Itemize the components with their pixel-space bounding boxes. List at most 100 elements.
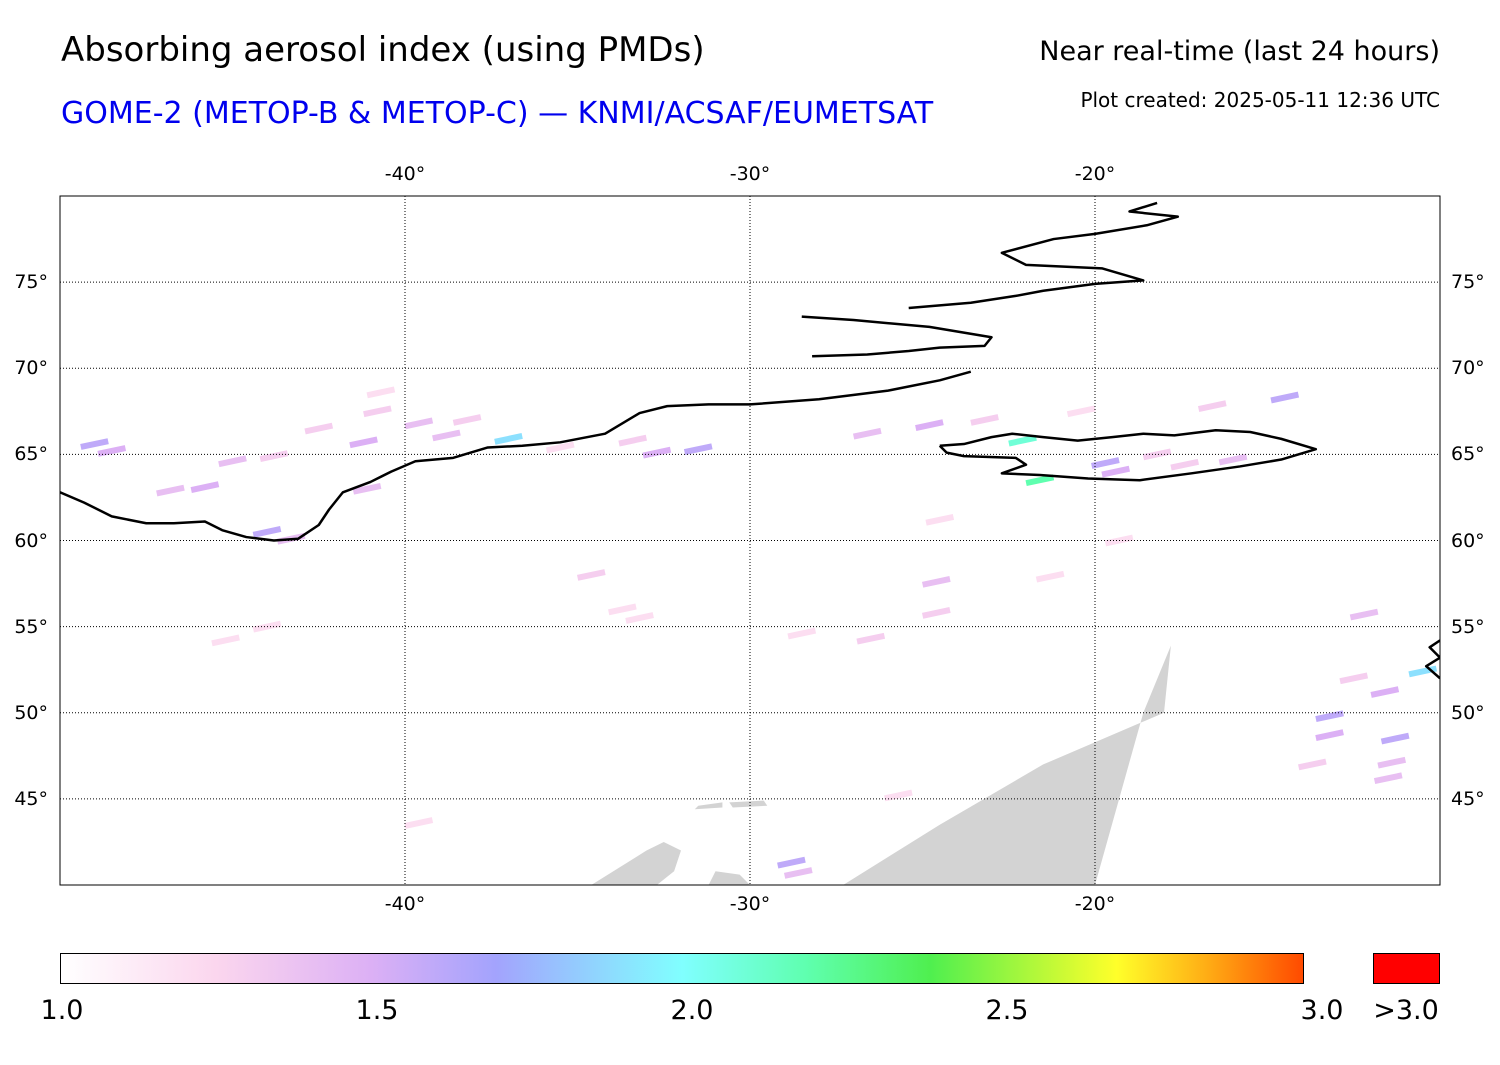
- aerosol-pixel: [642, 446, 672, 459]
- aerosol-pixel: [432, 429, 461, 442]
- coastline-ireland-edge: [1424, 639, 1440, 680]
- lat-tick-label-right: 50°: [1451, 701, 1485, 724]
- plot-created-timestamp: Plot created: 2025-05-11 12:36 UTC: [1080, 88, 1440, 112]
- aerosol-pixel: [618, 434, 648, 447]
- colorbar-tick-label: 3.0: [1300, 995, 1344, 1026]
- aerosol-pixel: [1270, 391, 1300, 404]
- aerosol-pixel: [259, 450, 289, 462]
- aerosol-pixel: [1373, 772, 1403, 785]
- aerosol-pixel: [925, 513, 955, 526]
- nodata-swath-gap-large: [843, 645, 1171, 885]
- aerosol-pixel: [452, 414, 482, 426]
- nodata-swath-gap-small-4: [729, 800, 768, 808]
- aerosol-pixel: [884, 789, 913, 802]
- aerosol-pixel: [545, 441, 575, 454]
- map-subtitle: GOME-2 (METOP-B & METOP-C) — KNMI/ACSAF/…: [61, 96, 934, 131]
- aerosol-pixel: [404, 417, 434, 430]
- aerosol-pixel: [1315, 729, 1344, 741]
- aerosol-pixel: [1008, 434, 1037, 447]
- aerosol-pixel: [1349, 608, 1379, 621]
- aerosol-pixel: [1377, 756, 1407, 769]
- lon-tick-label-top: -20°: [1074, 163, 1116, 185]
- nodata-swath-gap-small-2: [708, 871, 750, 885]
- lat-tick-label-right: 75°: [1451, 271, 1485, 294]
- aerosol-index-pixels: [80, 386, 1438, 879]
- no-data-regions: [591, 645, 1171, 885]
- coastline-greenland: [60, 370, 972, 542]
- lat-tick-label-left: 50°: [14, 701, 48, 724]
- lat-tick-label-left: 60°: [14, 529, 48, 552]
- aerosol-pixel: [852, 427, 882, 440]
- lat-tick-label-right: 70°: [1451, 357, 1485, 380]
- aerosol-pixel: [349, 436, 378, 449]
- aerosol-pixel: [366, 386, 396, 399]
- coastline-greenland-fjords: [801, 315, 993, 358]
- aerosol-pixel: [1380, 732, 1410, 745]
- aerosol-pixel: [1025, 474, 1055, 487]
- lon-tick-label-bottom: -40°: [384, 893, 426, 915]
- aerosol-pixel: [856, 632, 886, 645]
- colorbar-tick-label: 2.0: [670, 995, 714, 1026]
- lat-tick-label-right: 55°: [1451, 615, 1485, 638]
- lon-tick-label-bottom: -30°: [729, 893, 771, 915]
- colorbar-tick-label: 1.0: [40, 995, 84, 1026]
- aerosol-pixel: [80, 438, 109, 450]
- aerosol-pixel: [404, 817, 434, 829]
- aerosol-pixel: [1218, 453, 1248, 466]
- aerosol-pixel: [211, 634, 240, 647]
- aerosol-pixel: [625, 612, 654, 624]
- aerosol-pixel: [1170, 458, 1200, 471]
- aerosol-pixel: [787, 627, 817, 640]
- aerosol-pixel: [1066, 405, 1096, 418]
- time-period-label: Near real-time (last 24 hours): [1039, 36, 1440, 67]
- aerosol-pixel: [921, 606, 951, 619]
- aerosol-pixel: [915, 419, 944, 431]
- lat-tick-label-left: 55°: [14, 615, 48, 638]
- nodata-swath-gap-small-3: [694, 802, 723, 810]
- aerosol-pixel: [970, 414, 999, 426]
- aerosol-pixel: [1370, 686, 1400, 698]
- aerosol-pixel: [1315, 710, 1344, 723]
- lon-tick-label-top: -40°: [384, 163, 426, 185]
- lon-tick-label-top: -30°: [729, 163, 771, 185]
- lat-tick-label-right: 60°: [1451, 529, 1485, 552]
- aerosol-pixel: [1101, 465, 1131, 478]
- aerosol-pixel: [252, 526, 282, 538]
- aerosol-pixel: [608, 603, 637, 616]
- lat-tick-label-left: 45°: [14, 787, 48, 810]
- aerosol-pixel: [97, 445, 127, 457]
- map-title: Absorbing aerosol index (using PMDs): [61, 30, 705, 70]
- aerosol-pixel: [576, 569, 606, 581]
- coastline-greenland-north: [908, 201, 1180, 310]
- lat-tick-label-left: 65°: [14, 443, 48, 466]
- graticule: [60, 196, 1440, 885]
- nodata-swath-gap-small-1: [591, 841, 681, 885]
- colorbar-tick-label: 2.5: [985, 995, 1029, 1026]
- aerosol-pixel: [494, 433, 523, 445]
- aerosol-pixel: [921, 575, 951, 588]
- aerosol-pixel: [1298, 758, 1327, 771]
- aerosol-pixel: [156, 484, 185, 497]
- colorbar-tick-label: 1.5: [355, 995, 399, 1026]
- aerosol-pixel: [1091, 457, 1120, 469]
- aerosol-pixel: [683, 443, 713, 456]
- lat-tick-label-right: 45°: [1451, 787, 1485, 810]
- lat-tick-label-right: 65°: [1451, 443, 1485, 466]
- coastlines: [60, 201, 1440, 680]
- colorbar-over-label: >3.0: [1373, 995, 1439, 1026]
- aerosol-pixel: [190, 481, 220, 493]
- aerosol-pixel: [218, 455, 247, 468]
- aerosol-pixel: [1197, 400, 1227, 412]
- lon-tick-label-bottom: -20°: [1074, 893, 1116, 915]
- colorbar: [60, 953, 1304, 984]
- lat-tick-label-left: 70°: [14, 357, 48, 380]
- aerosol-pixel: [363, 405, 392, 418]
- aerosol-pixel: [1035, 570, 1065, 583]
- lat-tick-label-left: 75°: [14, 271, 48, 294]
- aerosol-pixel: [1339, 672, 1369, 685]
- map-frame: [59, 195, 1441, 886]
- aerosol-pixel: [777, 856, 806, 869]
- coastline-iceland: [938, 429, 1318, 482]
- aerosol-pixel: [1142, 448, 1172, 461]
